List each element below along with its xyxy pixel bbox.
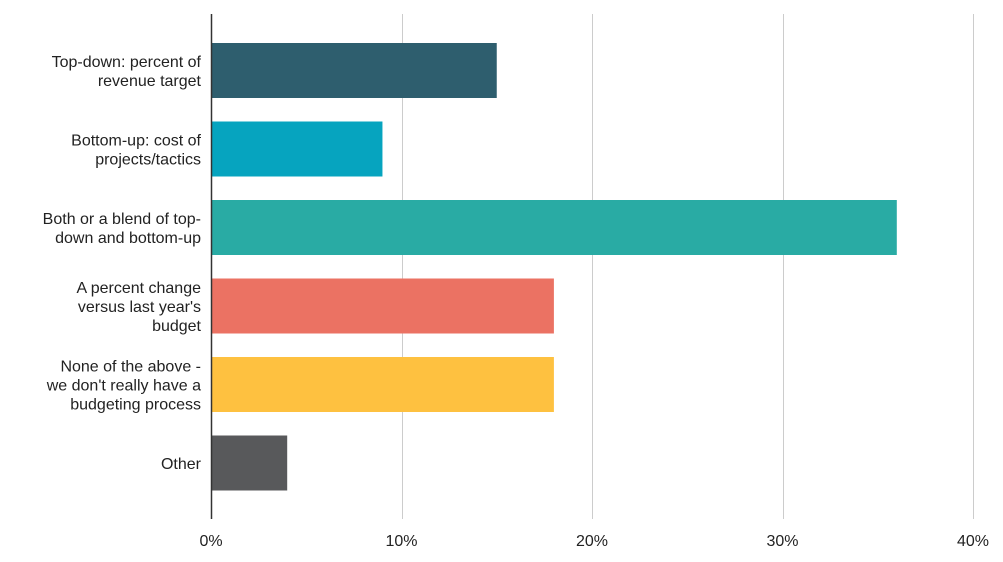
bar — [211, 200, 897, 255]
category-label-line: Other — [161, 456, 202, 473]
bars — [211, 43, 897, 491]
category-label-line: Top-down: percent of — [52, 54, 202, 71]
category-label-line: Both or a blend of top- — [43, 211, 201, 228]
bar — [211, 357, 554, 412]
category-label-line: projects/tactics — [95, 152, 201, 169]
category-label: A percent change versus last year's budget — [76, 280, 201, 335]
category-label: Top-down: percent of revenue target — [52, 54, 202, 90]
category-label-line: versus last year's — [78, 299, 201, 316]
gridlines — [402, 14, 974, 519]
x-tick-label: 20% — [576, 533, 608, 550]
category-label-line: Bottom-up: cost of — [71, 133, 201, 150]
category-label: Bottom-up: cost of projects/tactics — [71, 133, 201, 169]
x-tick-label: 10% — [385, 533, 417, 550]
bar — [211, 278, 554, 334]
x-tick-label: 40% — [957, 533, 989, 550]
category-label-line: revenue target — [98, 73, 202, 90]
x-tick-labels: 0% 10% 20% 30% 40% — [199, 533, 989, 550]
category-label-line: A percent change — [76, 280, 201, 297]
bar — [211, 43, 497, 98]
category-label: None of the above - we don't really have … — [46, 359, 201, 414]
category-label-line: down and bottom-up — [55, 230, 201, 247]
category-labels: Top-down: percent of revenue target Bottom… — [43, 54, 202, 473]
x-tick-label: 30% — [766, 533, 798, 550]
category-label-line: budget — [152, 318, 201, 335]
category-label: Other — [161, 456, 202, 473]
bar — [211, 435, 288, 491]
category-label: Both or a blend of top-down and bottom-u… — [43, 211, 201, 247]
category-label-line: None of the above - — [60, 359, 201, 376]
category-label-line: we don't really have a — [46, 378, 201, 395]
bar — [211, 121, 383, 177]
x-tick-label: 0% — [199, 533, 222, 550]
category-label-line: budgeting process — [70, 397, 201, 414]
